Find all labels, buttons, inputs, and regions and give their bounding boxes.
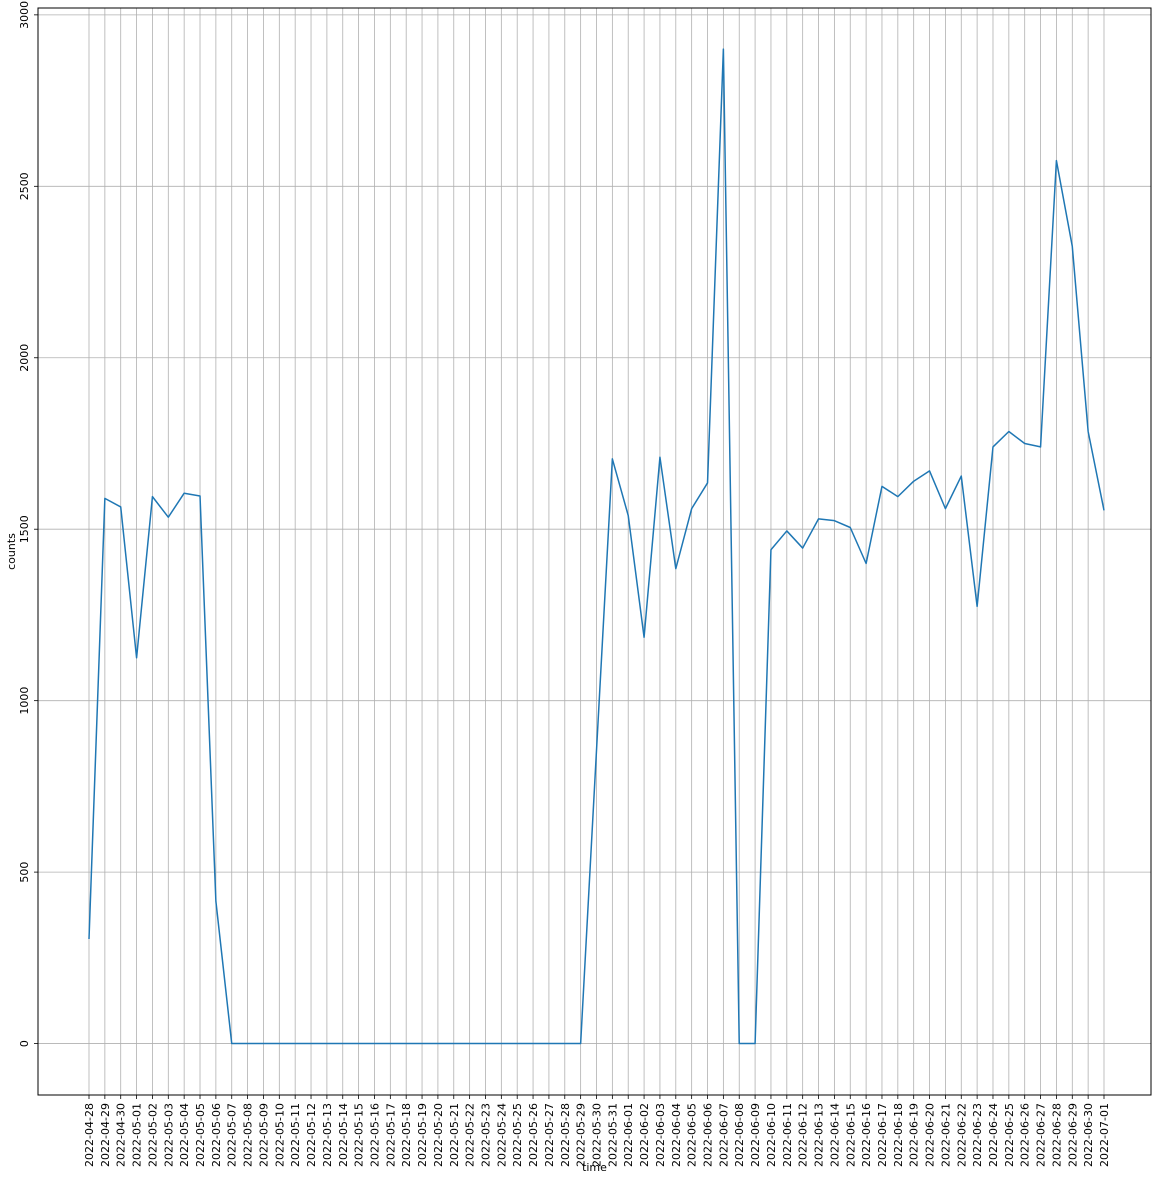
x-tick-label: 2022-05-20 xyxy=(432,1103,445,1167)
x-tick-label: 2022-06-28 xyxy=(1050,1103,1063,1167)
x-tick-label: 2022-05-25 xyxy=(511,1103,524,1167)
x-tick-label: 2022-06-06 xyxy=(702,1103,715,1167)
x-tick-label: 2022-05-22 xyxy=(464,1103,477,1167)
x-axis-ticks: 2022-04-28 2022-04-29 2022-04-30 2022-05-01… xyxy=(83,1095,1111,1167)
x-tick-label: 2022-05-12 xyxy=(305,1103,318,1167)
x-axis-label: time xyxy=(582,1161,607,1174)
x-tick-label: 2022-06-02 xyxy=(638,1103,651,1167)
x-tick-label: 2022-06-04 xyxy=(670,1103,683,1167)
x-tick-label: 2022-05-07 xyxy=(226,1103,239,1167)
x-tick-label: 2022-06-03 xyxy=(654,1103,667,1167)
x-tick-label: 2022-05-11 xyxy=(289,1103,302,1167)
x-tick-label: 2022-06-17 xyxy=(876,1103,889,1167)
x-tick-label: 2022-06-07 xyxy=(717,1103,730,1167)
x-tick-label: 2022-06-22 xyxy=(955,1103,968,1167)
x-tick-label: 2022-05-19 xyxy=(416,1103,429,1167)
x-tick-label: 2022-05-23 xyxy=(479,1103,492,1167)
x-tick-label: 2022-06-13 xyxy=(813,1103,826,1167)
y-tick-label: 2000 xyxy=(18,344,31,372)
plot-frame xyxy=(37,7,1152,1096)
x-tick-label: 2022-06-25 xyxy=(1003,1103,1016,1167)
x-tick-label: 2022-06-19 xyxy=(908,1103,921,1167)
x-tick-label: 2022-06-30 xyxy=(1082,1103,1095,1167)
y-axis-ticks: 0 500 1000 1500 2000 2500 3000 xyxy=(18,1,38,1047)
x-tick-label: 2022-05-15 xyxy=(353,1103,366,1167)
x-tick-label: 2022-05-27 xyxy=(543,1103,556,1167)
x-tick-label: 2022-06-18 xyxy=(892,1103,905,1167)
x-tick-label: 2022-06-08 xyxy=(733,1103,746,1167)
x-tick-label: 2022-05-10 xyxy=(273,1103,286,1167)
x-tick-label: 2022-05-21 xyxy=(448,1103,461,1167)
x-tick-label: 2022-06-21 xyxy=(939,1103,952,1167)
x-tick-label: 2022-05-09 xyxy=(257,1103,270,1167)
x-tick-label: 2022-05-18 xyxy=(400,1103,413,1167)
grid-lines xyxy=(38,8,1151,1095)
x-tick-label: 2022-05-01 xyxy=(131,1103,144,1167)
y-tick-label: 500 xyxy=(18,862,31,883)
x-tick-label: 2022-06-01 xyxy=(622,1103,635,1167)
x-tick-label: 2022-05-08 xyxy=(242,1103,255,1167)
x-tick-label: 2022-06-11 xyxy=(781,1103,794,1167)
x-tick-label: 2022-05-26 xyxy=(527,1103,540,1167)
x-tick-label: 2022-05-13 xyxy=(321,1103,334,1167)
x-tick-label: 2022-05-30 xyxy=(591,1103,604,1167)
y-tick-label: 3000 xyxy=(18,1,31,29)
x-tick-label: 2022-04-29 xyxy=(99,1103,112,1167)
series-layer xyxy=(88,48,1105,1045)
x-tick-label: 2022-05-02 xyxy=(146,1103,159,1167)
x-tick-label: 2022-06-20 xyxy=(924,1103,937,1167)
x-tick-label: 2022-06-16 xyxy=(860,1103,873,1167)
x-tick-label: 2022-06-09 xyxy=(749,1103,762,1167)
y-axis-label: counts xyxy=(5,533,18,570)
x-tick-label: 2022-05-31 xyxy=(606,1103,619,1167)
x-tick-label: 2022-06-05 xyxy=(686,1103,699,1167)
x-tick-label: 2022-04-28 xyxy=(83,1103,96,1167)
y-tick-label: 0 xyxy=(18,1040,31,1047)
x-tick-label: 2022-05-28 xyxy=(559,1103,572,1167)
x-tick-label: 2022-06-15 xyxy=(844,1103,857,1167)
x-tick-label: 2022-05-05 xyxy=(194,1103,207,1167)
x-tick-label: 2022-05-29 xyxy=(575,1103,588,1167)
x-tick-label: 2022-05-17 xyxy=(384,1103,397,1167)
y-tick-label: 1000 xyxy=(18,687,31,715)
x-tick-label: 2022-05-24 xyxy=(495,1103,508,1167)
y-tick-label: 2500 xyxy=(18,172,31,200)
x-tick-label: 2022-07-01 xyxy=(1098,1103,1111,1167)
x-tick-label: 2022-05-03 xyxy=(162,1103,175,1167)
x-tick-label: 2022-06-10 xyxy=(765,1103,778,1167)
x-tick-label: 2022-06-29 xyxy=(1066,1103,1079,1167)
x-tick-label: 2022-06-23 xyxy=(971,1103,984,1167)
x-tick-label: 2022-04-30 xyxy=(115,1103,128,1167)
x-tick-label: 2022-06-14 xyxy=(828,1103,841,1167)
x-tick-label: 2022-05-16 xyxy=(368,1103,381,1167)
series-line-counts xyxy=(88,48,1105,1045)
x-tick-label: 2022-06-12 xyxy=(797,1103,810,1167)
x-tick-label: 2022-05-06 xyxy=(210,1103,223,1167)
x-tick-label: 2022-05-04 xyxy=(178,1103,191,1167)
x-tick-label: 2022-06-26 xyxy=(1019,1103,1032,1167)
x-tick-label: 2022-06-24 xyxy=(987,1103,1000,1167)
x-tick-label: 2022-06-27 xyxy=(1035,1103,1048,1167)
x-tick-label: 2022-05-14 xyxy=(337,1103,350,1167)
y-tick-label: 1500 xyxy=(18,515,31,543)
